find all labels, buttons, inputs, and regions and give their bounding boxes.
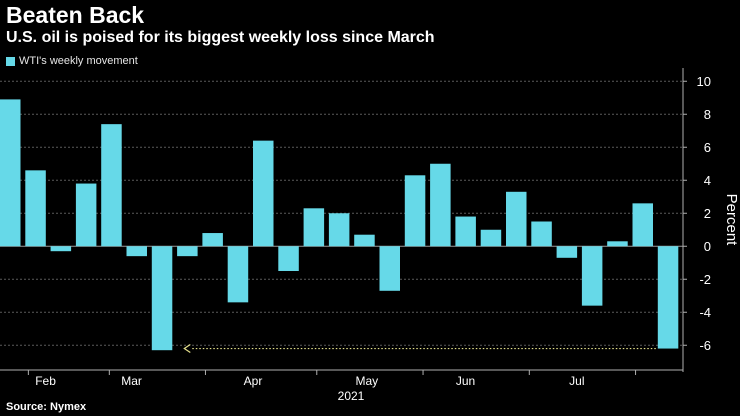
legend-label: WTI's weekly movement: [19, 55, 138, 67]
bar: [75, 183, 97, 247]
bar: [455, 216, 476, 247]
legend-swatch: [6, 56, 15, 66]
bar: [25, 170, 46, 247]
bar: [632, 203, 653, 247]
x-tick-label: Feb: [35, 374, 56, 388]
bar: [379, 246, 400, 291]
bar: [177, 246, 198, 257]
bar: [328, 213, 350, 247]
bar: [581, 246, 603, 306]
chart-legend: WTI's weekly movement: [6, 55, 138, 67]
bar: [556, 246, 578, 258]
x-tick-label: Jul: [569, 374, 584, 388]
y-tick-label: -4: [699, 305, 711, 320]
chart-title: Beaten Back: [6, 2, 145, 28]
bar: [227, 246, 249, 303]
annotation-arrow-head: [183, 344, 191, 354]
x-tick-label: Apr: [244, 374, 263, 388]
bar: [531, 221, 552, 247]
bar: [0, 99, 21, 247]
y-tick-label: 10: [697, 74, 711, 89]
y-tick-label: 8: [704, 107, 711, 122]
bar: [303, 208, 325, 247]
bar: [278, 246, 299, 271]
bar: [354, 234, 375, 247]
y-tick-label: 0: [704, 239, 711, 254]
bar: [607, 241, 628, 247]
x-axis-year-label: 2021: [338, 389, 365, 403]
bar: [151, 246, 173, 351]
bar: [101, 124, 122, 247]
chart-subtitle: U.S. oil is poised for its biggest weekl…: [6, 29, 435, 46]
y-tick-label: -6: [699, 338, 711, 353]
y-tick-label: 6: [704, 140, 711, 155]
bars: [0, 99, 679, 351]
bar: [126, 246, 147, 257]
y-tick-label: -2: [699, 272, 711, 287]
x-tick-label: Jun: [456, 374, 475, 388]
annotation: [183, 344, 656, 354]
bar: [50, 246, 72, 252]
bar: [253, 140, 274, 247]
bar: [430, 163, 451, 247]
bar: [480, 229, 502, 247]
y-axis-label: Percent: [723, 194, 740, 247]
bar: [657, 246, 679, 349]
y-tick-label: 4: [704, 173, 711, 188]
x-tick-label: May: [356, 374, 379, 388]
y-tick-label: 2: [704, 206, 711, 221]
bar: [202, 233, 223, 247]
bar: [506, 191, 527, 247]
x-tick-label: Mar: [121, 374, 142, 388]
axes: 10 8 6 4 2 0 -2 -4 -6 Percent Feb Mar Apr May Jun Jul 20…: [0, 68, 740, 403]
bar: [404, 175, 426, 247]
source-note: Source: Nymex: [6, 401, 87, 413]
